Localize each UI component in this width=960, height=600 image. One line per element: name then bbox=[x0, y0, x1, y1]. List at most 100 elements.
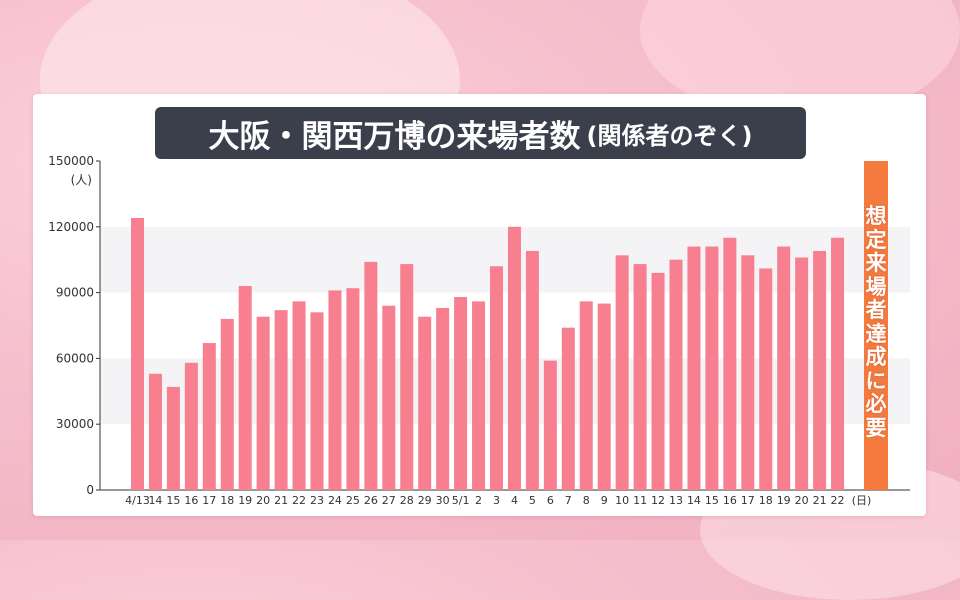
y-tick-label: 150000 bbox=[48, 154, 94, 168]
bar bbox=[723, 237, 737, 490]
y-tick-label: 120000 bbox=[48, 220, 94, 234]
bar bbox=[813, 250, 827, 490]
x-tick-label: 21 bbox=[813, 494, 827, 507]
bar bbox=[202, 343, 216, 490]
bar bbox=[687, 246, 701, 490]
target-label: 想定来場者達成に必要 bbox=[865, 204, 887, 440]
bar bbox=[292, 301, 306, 490]
x-tick-label: 18 bbox=[220, 494, 234, 507]
bars bbox=[131, 161, 888, 491]
title-main: 大阪・関西万博の来場者数 bbox=[208, 118, 581, 155]
grid-band bbox=[100, 226, 910, 293]
bar bbox=[346, 288, 360, 490]
bar bbox=[579, 301, 593, 490]
x-tick-label: 12 bbox=[651, 494, 665, 507]
bar bbox=[705, 246, 719, 490]
bar bbox=[238, 286, 252, 490]
x-tick-label: 27 bbox=[382, 494, 396, 507]
x-tick-label: 3 bbox=[493, 494, 500, 507]
x-tick-label: 9 bbox=[601, 494, 608, 507]
x-tick-label: 7 bbox=[565, 494, 572, 507]
bar bbox=[651, 272, 665, 490]
bar bbox=[543, 360, 557, 490]
x-tick-label: 23 bbox=[310, 494, 324, 507]
x-tick-label: 20 bbox=[795, 494, 809, 507]
x-tick-label: 19 bbox=[777, 494, 791, 507]
bar bbox=[400, 264, 414, 490]
x-tick-label: 24 bbox=[328, 494, 342, 507]
x-tick-label: 21 bbox=[274, 494, 288, 507]
bar bbox=[256, 316, 270, 490]
y-tick-label: 90000 bbox=[56, 286, 94, 300]
x-tick-label: 17 bbox=[741, 494, 755, 507]
bar bbox=[131, 218, 144, 490]
y-tick-label: 60000 bbox=[56, 351, 94, 365]
bar bbox=[759, 268, 773, 490]
bar bbox=[525, 250, 539, 490]
bar bbox=[220, 318, 234, 490]
x-tick-label: 28 bbox=[400, 494, 414, 507]
y-tick-label: 30000 bbox=[56, 417, 94, 431]
x-tick-label: 26 bbox=[364, 494, 378, 507]
x-tick-label: 22 bbox=[292, 494, 306, 507]
x-unit-label: (日) bbox=[852, 494, 872, 507]
x-tick-label: 17 bbox=[202, 494, 216, 507]
x-tick-label: 14 bbox=[148, 494, 162, 507]
x-tick-label: 2 bbox=[475, 494, 482, 507]
grid-band bbox=[100, 358, 910, 425]
bar bbox=[184, 362, 198, 490]
bar bbox=[418, 316, 432, 490]
x-tick-label: 5/1 bbox=[452, 494, 470, 507]
target-bar bbox=[864, 161, 888, 490]
bar bbox=[382, 305, 396, 490]
bar bbox=[328, 290, 342, 490]
y-axis-label: (人) bbox=[71, 173, 92, 187]
x-tick-label: 14 bbox=[687, 494, 701, 507]
grid-bands bbox=[100, 226, 910, 425]
bar bbox=[597, 303, 611, 490]
bar bbox=[615, 255, 629, 490]
x-tick-label: 8 bbox=[583, 494, 590, 507]
bar bbox=[633, 264, 647, 490]
y-ticks: 0 30000 60000 90000 120000 150000 (人) bbox=[48, 154, 100, 497]
x-tick-label: 6 bbox=[547, 494, 554, 507]
bar bbox=[777, 246, 791, 490]
bar bbox=[364, 261, 378, 490]
x-tick-label: 25 bbox=[346, 494, 360, 507]
x-tick-label: 4/13 bbox=[125, 494, 150, 507]
axes bbox=[99, 161, 910, 491]
bar bbox=[669, 259, 683, 490]
x-tick-label: 19 bbox=[238, 494, 252, 507]
bar bbox=[166, 386, 180, 490]
chart-title: 大阪・関西万博の来場者数 (関係者のぞく) bbox=[155, 107, 806, 159]
bar bbox=[741, 255, 755, 490]
bar bbox=[507, 226, 521, 491]
x-tick-label: 29 bbox=[418, 494, 432, 507]
bar bbox=[274, 310, 288, 490]
bar bbox=[831, 237, 845, 490]
bar bbox=[472, 301, 486, 490]
x-tick-label: 30 bbox=[436, 494, 450, 507]
x-tick-label: 16 bbox=[184, 494, 198, 507]
x-tick-label: 18 bbox=[759, 494, 773, 507]
x-tick-label: 11 bbox=[633, 494, 647, 507]
bar bbox=[561, 327, 575, 490]
y-tick-label: 0 bbox=[86, 483, 94, 497]
x-tick-label: 15 bbox=[705, 494, 719, 507]
bar bbox=[148, 373, 162, 490]
x-tick-label: 5 bbox=[529, 494, 536, 507]
bar bbox=[795, 257, 809, 490]
x-tick-label: 13 bbox=[669, 494, 683, 507]
x-tick-label: 10 bbox=[615, 494, 629, 507]
x-tick-label: 15 bbox=[166, 494, 180, 507]
x-tick-label: 4 bbox=[511, 494, 518, 507]
title-sub: (関係者のぞく) bbox=[586, 121, 753, 150]
bar bbox=[436, 307, 450, 490]
x-tick-label: 20 bbox=[256, 494, 270, 507]
bar bbox=[490, 266, 503, 490]
x-tick-label: 16 bbox=[723, 494, 737, 507]
x-tick-label: 22 bbox=[831, 494, 845, 507]
bar bbox=[454, 296, 468, 490]
